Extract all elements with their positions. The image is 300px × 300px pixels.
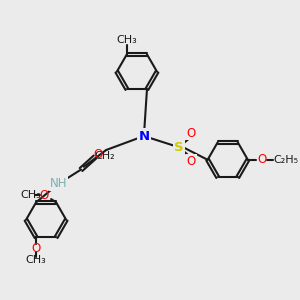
Text: CH₃: CH₃ [21,190,41,200]
Text: CH₃: CH₃ [26,255,46,265]
Text: N: N [138,130,149,142]
Text: O: O [187,155,196,168]
Text: O: O [187,127,196,140]
Text: NH: NH [50,177,68,190]
Text: O: O [32,242,41,255]
Text: O: O [258,153,267,166]
Text: CH₃: CH₃ [116,34,137,45]
Text: O: O [39,189,48,202]
Text: O: O [93,148,102,161]
Text: S: S [174,141,184,154]
Text: C₂H₅: C₂H₅ [273,155,298,165]
Text: CH₂: CH₂ [94,152,115,161]
